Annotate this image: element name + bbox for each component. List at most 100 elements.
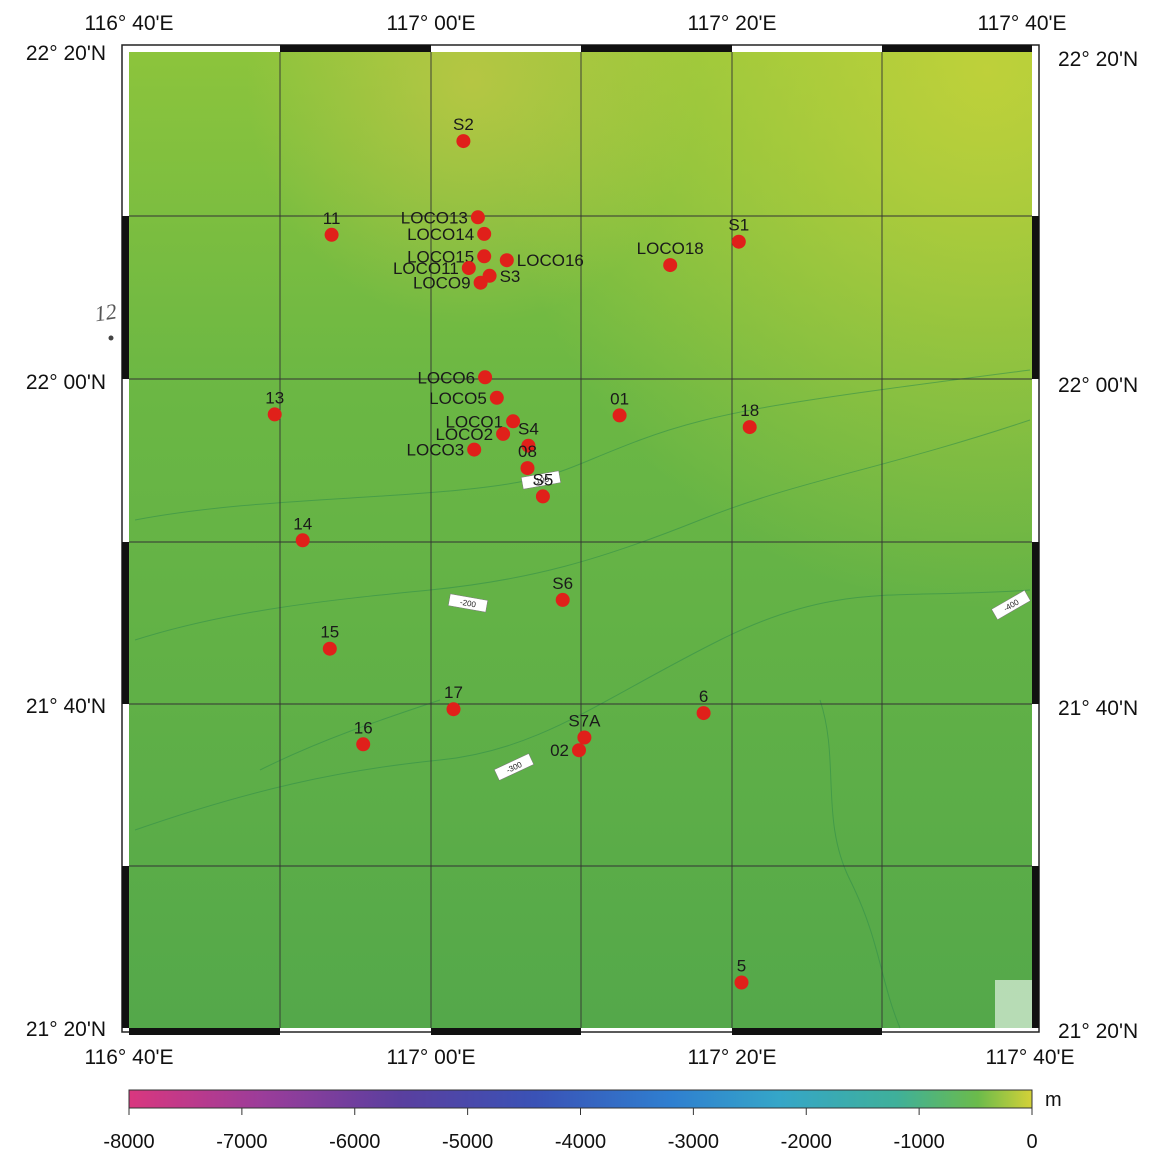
station-label: 11 <box>323 209 341 228</box>
lon-label-top-3: 117° 20'E <box>687 12 776 35</box>
lat-label-right-1: 22° 20'N <box>1058 48 1138 71</box>
station-6: 6 <box>696 687 711 721</box>
lon-label-bottom-4: 117° 40'E <box>985 1046 1074 1069</box>
colorbar-tick-label: -8000 <box>103 1131 154 1153</box>
station-label: LOCO1 <box>445 412 503 431</box>
station-15: 15 <box>320 623 339 656</box>
station-s1: S1 <box>728 216 749 249</box>
station-label: LOCO2 <box>435 425 493 444</box>
colorbar-tick-label: -4000 <box>555 1131 606 1153</box>
station-s4: S4 <box>518 420 539 453</box>
station-marker <box>467 442 482 457</box>
lat-label-left-3: 21° 40'N <box>26 695 106 718</box>
station-11: 11 <box>323 209 341 242</box>
handwritten-note: 12 <box>93 298 118 341</box>
station-marker <box>612 408 627 423</box>
graticule <box>129 52 1032 1028</box>
station-label: S5 <box>533 470 554 489</box>
lat-label-left-2: 22° 00'N <box>26 371 106 394</box>
lon-label-top-1: 116° 40'E <box>84 12 173 35</box>
handwritten-dot <box>108 335 114 341</box>
station-marker <box>555 592 570 607</box>
lon-label-bottom-3: 117° 20'E <box>687 1046 776 1069</box>
station-18: 18 <box>740 401 759 435</box>
station-marker <box>470 210 485 225</box>
colorbar-unit: m <box>1045 1089 1062 1111</box>
station-label: 6 <box>699 687 708 706</box>
station-marker <box>734 975 749 990</box>
station-marker <box>496 426 511 441</box>
colorbar-ticks: -8000 -7000 -6000 -5000 -4000 -3000 -2000 -1000… <box>103 1108 1038 1153</box>
station-label: S4 <box>518 420 539 439</box>
station-17: 17 <box>444 683 463 717</box>
lat-label-right-3: 21° 40'N <box>1058 697 1138 720</box>
lon-labels-bottom: 116° 40'E 117° 00'E 117° 20'E 117° 40'E <box>84 1046 1074 1069</box>
station-label: LOCO3 <box>407 441 465 460</box>
station-label: 18 <box>740 401 759 420</box>
colorbar: m -8000 -7000 -6000 -5000 -4000 -3000 -2000 -10… <box>103 1089 1061 1153</box>
station-marker <box>477 249 492 264</box>
station-loco9: LOCO9 <box>413 274 488 293</box>
lon-label-top-2: 117° 00'E <box>386 12 475 35</box>
lat-label-right-4: 21° 20'N <box>1058 1020 1138 1043</box>
station-marker <box>456 134 471 149</box>
station-marker <box>731 234 746 249</box>
station-label: LOCO5 <box>429 389 487 408</box>
station-13: 13 <box>265 388 284 422</box>
station-01: 01 <box>610 389 629 423</box>
frame-ticks <box>122 45 1039 1035</box>
station-s5: S5 <box>533 470 554 504</box>
colorbar-tick-label: -5000 <box>442 1131 493 1153</box>
station-marker <box>478 370 493 385</box>
station-label: S7A <box>568 712 601 731</box>
lat-label-right-2: 22° 00'N <box>1058 374 1138 397</box>
station-s7a: S7A <box>568 712 601 745</box>
station-label: LOCO6 <box>417 368 475 387</box>
station-loco5: LOCO5 <box>429 389 504 408</box>
station-marker <box>489 390 504 405</box>
station-14: 14 <box>293 514 312 548</box>
station-label: 17 <box>444 683 463 702</box>
station-5: 5 <box>734 957 749 990</box>
station-label: S2 <box>453 115 474 134</box>
station-label: 13 <box>265 388 284 407</box>
lon-label-bottom-1: 116° 40'E <box>84 1046 173 1069</box>
station-label: LOCO15 <box>407 247 474 266</box>
station-marker <box>520 461 535 476</box>
lat-label-left-1: 22° 20'N <box>26 42 106 65</box>
station-label: 02 <box>550 741 569 760</box>
station-marker <box>324 227 339 242</box>
station-marker <box>521 438 536 453</box>
lon-labels-top: 116° 40'E 117° 00'E 117° 20'E 117° 40'E <box>84 12 1066 35</box>
station-02: 02 <box>550 741 586 760</box>
station-loco15: LOCO15 <box>407 247 492 266</box>
station-marker <box>577 730 592 745</box>
station-loco1: LOCO1 <box>445 412 521 431</box>
handwritten-number: 12 <box>93 298 118 326</box>
station-label: LOCO14 <box>407 225 474 244</box>
contour-value-labels: -100 -200 -300 -400 <box>447 470 1031 781</box>
station-loco6: LOCO6 <box>417 368 493 387</box>
contour-label-200: -200 <box>459 598 477 610</box>
station-loco2: LOCO2 <box>435 425 511 444</box>
station-label: LOCO16 <box>517 251 584 270</box>
station-label: 08 <box>518 442 537 461</box>
station-16: 16 <box>354 718 373 752</box>
station-label: LOCO9 <box>413 274 471 293</box>
station-marker <box>267 407 282 422</box>
station-marker <box>295 533 310 548</box>
colorbar-tick-label: -2000 <box>781 1131 832 1153</box>
station-marker <box>473 275 488 290</box>
colorbar-gradient <box>128 1089 1033 1109</box>
lat-labels-left: 22° 20'N 22° 00'N 21° 40'N 21° 20'N <box>26 42 106 1041</box>
station-label: LOCO13 <box>401 208 468 227</box>
station-marker <box>572 743 586 758</box>
station-s2: S2 <box>453 115 474 149</box>
station-marker <box>322 641 337 656</box>
colorbar-tick-label: -7000 <box>216 1131 267 1153</box>
station-label: 16 <box>354 718 373 737</box>
station-marker <box>499 253 514 268</box>
contour-label-100: -100 <box>532 475 550 487</box>
station-loco14: LOCO14 <box>407 225 492 244</box>
station-marker <box>461 261 476 275</box>
